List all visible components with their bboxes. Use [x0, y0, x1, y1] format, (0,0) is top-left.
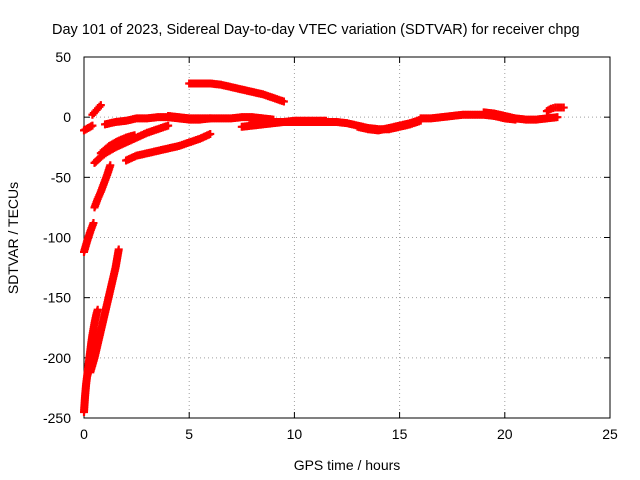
- y-tick-label: -150: [43, 290, 71, 306]
- plot-frame: [83, 56, 611, 419]
- series-s15: [353, 115, 425, 135]
- x-tick-label: 10: [287, 426, 303, 442]
- y-tick-labels: -250 -200 -150 -100 -50 0 50: [43, 49, 71, 426]
- x-tick-label: 5: [185, 426, 193, 442]
- data-point: [206, 130, 215, 139]
- series-s18: [542, 103, 568, 116]
- data-point: [96, 101, 105, 110]
- series-s1: [80, 305, 102, 416]
- series-s9: [88, 101, 105, 119]
- data-point: [89, 219, 98, 228]
- series-s4: [90, 161, 115, 212]
- y-tick-label: 50: [55, 49, 71, 65]
- series-s3: [80, 219, 98, 256]
- y-tick-label: 0: [63, 109, 71, 125]
- data-point: [93, 305, 102, 314]
- y-tick-label: -250: [43, 410, 71, 426]
- chart-title: Day 101 of 2023, Sidereal Day-to-day VTE…: [52, 22, 580, 38]
- grid: [84, 57, 610, 418]
- x-axis-label: GPS time / hours: [294, 457, 401, 473]
- data-point: [88, 121, 97, 130]
- y-tick-label: -200: [43, 350, 71, 366]
- data-point: [114, 245, 123, 254]
- series-s6: [96, 131, 139, 158]
- data-points: [80, 79, 568, 416]
- x-tick-label: 0: [80, 426, 88, 442]
- ticks: [83, 56, 611, 419]
- y-tick-label: -100: [43, 230, 71, 246]
- x-tick-label: 20: [497, 426, 513, 442]
- x-tick-label: 25: [602, 426, 618, 442]
- x-tick-label: 15: [392, 426, 408, 442]
- x-tick-labels: 0 5 10 15 20 25: [80, 426, 618, 442]
- series-s8: [80, 121, 97, 135]
- data-point: [279, 97, 288, 106]
- series-s2: [86, 245, 123, 377]
- y-tick-label: -50: [51, 169, 71, 185]
- data-point: [106, 161, 115, 170]
- data-point: [559, 103, 568, 112]
- series-s7: [122, 130, 215, 165]
- data-point: [130, 131, 139, 140]
- y-axis-label: SDTVAR / TECUs: [5, 182, 21, 294]
- data-point: [164, 121, 173, 130]
- data-point: [553, 113, 562, 122]
- series-s12: [185, 79, 288, 106]
- series-s17: [479, 108, 562, 124]
